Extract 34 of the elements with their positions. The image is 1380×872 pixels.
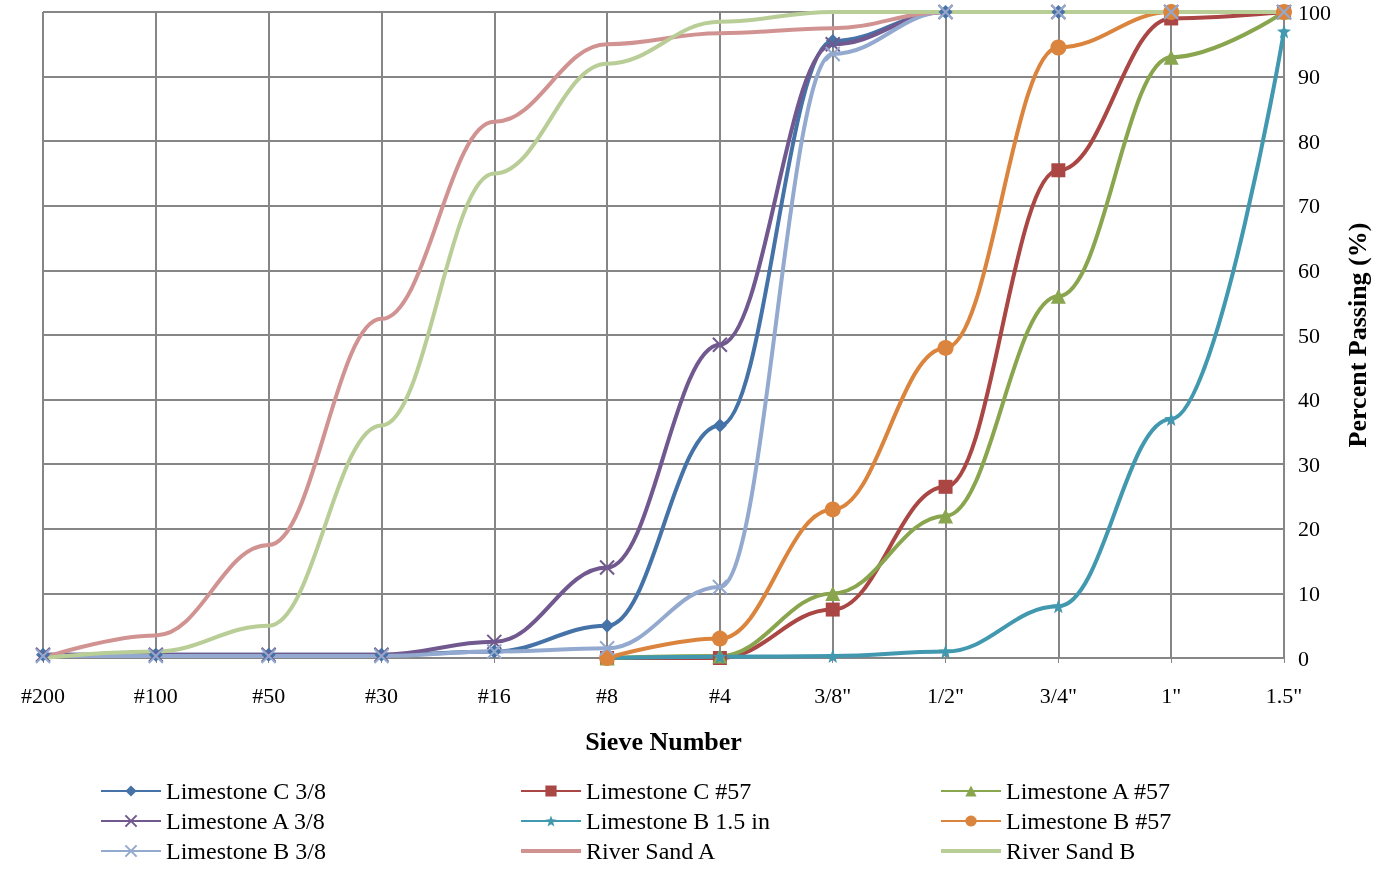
x-axis-title: Sieve Number bbox=[585, 726, 742, 756]
legend-label: River Sand A bbox=[586, 838, 716, 864]
x-tick-label: #8 bbox=[596, 682, 619, 708]
x-tick-label: 1/2" bbox=[927, 682, 965, 708]
y-tick-label: 100 bbox=[1298, 0, 1331, 25]
legend-label: Limestone B 3/8 bbox=[166, 838, 326, 864]
y-tick-label: 20 bbox=[1298, 516, 1320, 542]
y-tick-label: 30 bbox=[1298, 451, 1320, 477]
legend-label: Limestone B 1.5 in bbox=[586, 808, 770, 834]
x-tick-label: #30 bbox=[364, 682, 398, 708]
y-tick-label: 10 bbox=[1298, 580, 1320, 606]
legend-label: River Sand B bbox=[1006, 838, 1136, 864]
legend-label: Limestone C #57 bbox=[586, 778, 752, 804]
y-tick-label: 90 bbox=[1298, 64, 1320, 90]
y-tick-label: 0 bbox=[1298, 645, 1309, 671]
y-tick-label: 50 bbox=[1298, 322, 1320, 348]
x-tick-label: 1.5" bbox=[1265, 682, 1303, 708]
x-tick-label: 1" bbox=[1161, 682, 1182, 708]
y-axis-title: Percent Passing (%) bbox=[1342, 222, 1372, 448]
x-tick-label: #16 bbox=[477, 682, 511, 708]
y-tick-label: 80 bbox=[1298, 128, 1320, 154]
y-tick-label: 60 bbox=[1298, 257, 1320, 283]
y-tick-label: 70 bbox=[1298, 193, 1320, 219]
x-tick-label: 3/8" bbox=[814, 682, 852, 708]
legend-label: Limestone B #57 bbox=[1006, 808, 1172, 834]
legend-label: Limestone A 3/8 bbox=[166, 808, 325, 834]
x-tick-label: 3/4" bbox=[1039, 682, 1077, 708]
x-tick-label: #4 bbox=[708, 682, 731, 708]
x-tick-label: #200 bbox=[21, 682, 65, 708]
legend-label: Limestone C 3/8 bbox=[166, 778, 326, 804]
x-tick-label: #50 bbox=[252, 682, 286, 708]
legend-label: Limestone A #57 bbox=[1006, 778, 1170, 804]
y-tick-label: 40 bbox=[1298, 387, 1320, 413]
x-tick-label: #100 bbox=[133, 682, 178, 708]
